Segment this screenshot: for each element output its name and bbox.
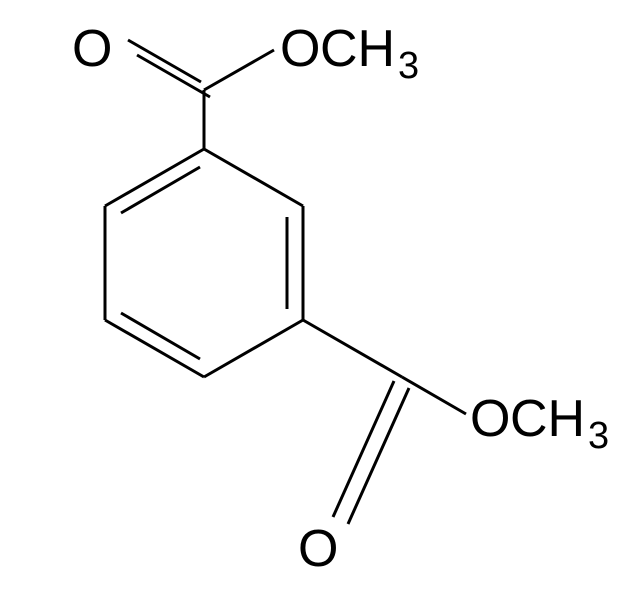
sub3-bot: 3 <box>588 415 609 457</box>
O-top-single: O <box>280 20 320 78</box>
O-top-double: O <box>72 20 112 78</box>
sub3-top: 3 <box>398 45 419 87</box>
O-bot-single: O <box>470 390 510 448</box>
CH-bot: CH <box>510 390 585 448</box>
O-bot-double: O <box>298 520 338 578</box>
chemical-structure-diagram: O O CH 3 O CH 3 O <box>0 0 640 616</box>
CH-top: CH <box>320 20 395 78</box>
